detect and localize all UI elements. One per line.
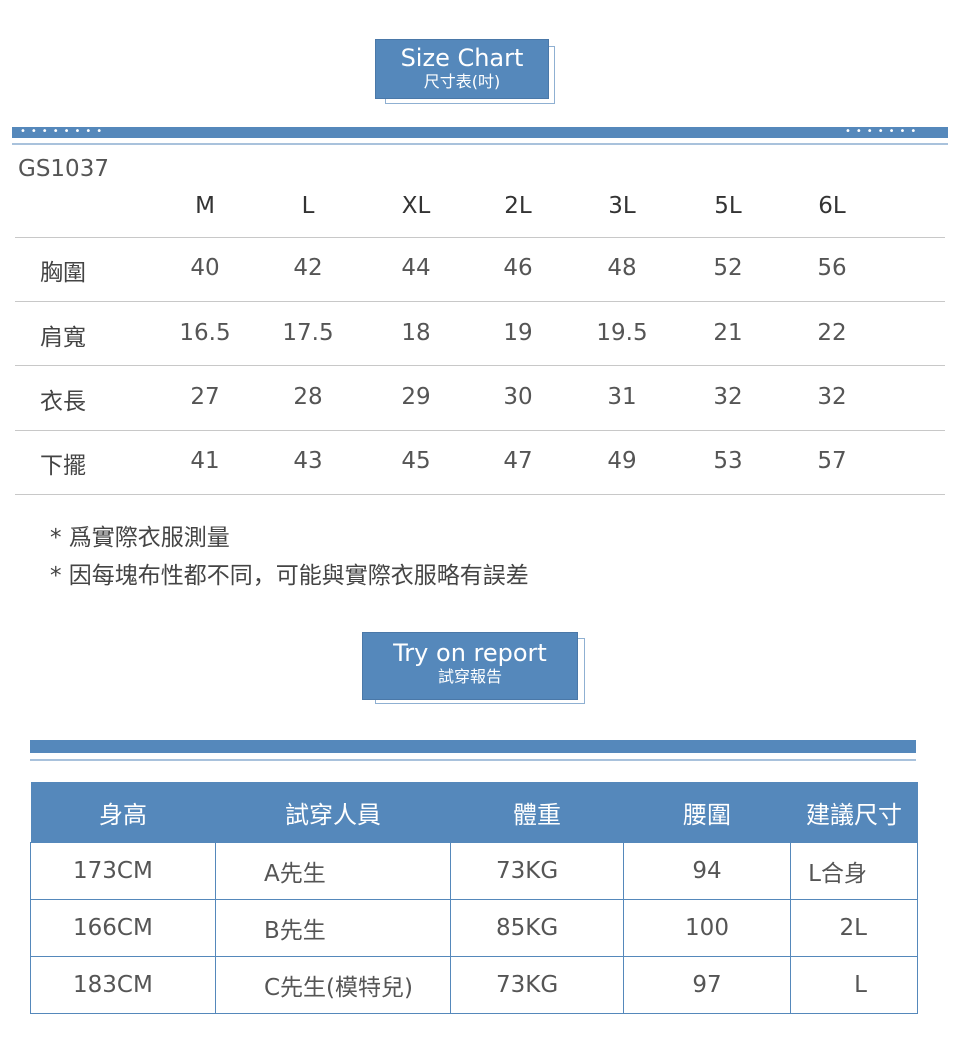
size-value: 28	[293, 384, 323, 410]
size-value: 19	[503, 320, 533, 346]
divider-line	[12, 143, 948, 145]
size-value: 48	[607, 255, 637, 281]
try-on-subtitle: 試穿報告	[437, 667, 502, 686]
size-value: 32	[713, 384, 743, 410]
row-divider	[15, 301, 945, 302]
header-waist: 腰圍	[623, 782, 791, 843]
table-cell: A先生	[215, 842, 451, 900]
divider-line	[30, 759, 916, 761]
table-cell: 2L	[790, 899, 918, 957]
table-cell: B先生	[215, 899, 451, 957]
header-height: 身高	[30, 782, 216, 843]
size-value: 18	[401, 320, 431, 346]
table-row: 183CM C先生(模特兒) 73KG 97 L	[30, 956, 918, 1014]
row-label: 肩寬	[40, 325, 86, 351]
size-header-XL: XL	[401, 193, 431, 219]
table-header-row: 身高 試穿人員 體重 腰圍 建議尺寸	[30, 782, 918, 843]
header-suggested-size: 建議尺寸	[790, 782, 918, 843]
size-value: 27	[190, 384, 220, 410]
size-value: 44	[401, 255, 431, 281]
size-value: 17.5	[282, 320, 334, 346]
size-value: 29	[401, 384, 431, 410]
size-header-2L: 2L	[504, 193, 532, 219]
table-cell: 100	[623, 899, 791, 957]
size-value: 31	[607, 384, 637, 410]
size-header-L: L	[301, 193, 315, 219]
size-chart-badge: Size Chart 尺寸表(吋)	[375, 39, 549, 99]
divider-bar	[30, 740, 916, 753]
size-header-M: M	[195, 193, 215, 219]
try-on-title: Try on report	[393, 639, 547, 667]
size-value: 41	[190, 448, 220, 474]
size-value: 16.5	[179, 320, 231, 346]
table-row: 166CM B先生 85KG 100 2L	[30, 899, 918, 957]
size-chart-subtitle: 尺寸表(吋)	[423, 72, 501, 91]
table-cell: 166CM	[30, 899, 216, 957]
size-header-6L: 6L	[818, 193, 846, 219]
size-value: 21	[713, 320, 743, 346]
row-divider	[15, 430, 945, 431]
table-cell: 173CM	[30, 842, 216, 900]
dots-right: •••••••	[845, 126, 922, 137]
size-header-3L: 3L	[608, 193, 636, 219]
size-chart-title: Size Chart	[400, 44, 524, 72]
table-cell: L	[790, 956, 918, 1014]
row-label: 衣長	[40, 389, 86, 415]
table-cell: 73KG	[450, 956, 624, 1014]
size-value: 57	[817, 448, 847, 474]
size-value: 56	[817, 255, 847, 281]
size-value: 43	[293, 448, 323, 474]
table-cell: 73KG	[450, 842, 624, 900]
table-row: 173CM A先生 73KG 94 L合身	[30, 842, 918, 900]
size-value: 19.5	[596, 320, 648, 346]
try-on-badge: Try on report 試穿報告	[362, 632, 578, 700]
size-value: 40	[190, 255, 220, 281]
model-code: GS1037	[18, 156, 109, 182]
row-label: 下擺	[40, 453, 86, 479]
header-weight: 體重	[450, 782, 624, 843]
size-header-5L: 5L	[714, 193, 742, 219]
size-value: 45	[401, 448, 431, 474]
size-value: 47	[503, 448, 533, 474]
dots-left: ••••••••	[20, 126, 108, 137]
table-cell: 94	[623, 842, 791, 900]
size-value: 53	[713, 448, 743, 474]
table-cell: 97	[623, 956, 791, 1014]
note-2: * 因每塊布性都不同，可能與實際衣服略有誤差	[50, 563, 529, 589]
table-cell: 85KG	[450, 899, 624, 957]
size-value: 22	[817, 320, 847, 346]
size-value: 52	[713, 255, 743, 281]
row-label: 胸圍	[40, 260, 86, 286]
size-value: 30	[503, 384, 533, 410]
try-on-table: 身高 試穿人員 體重 腰圍 建議尺寸 173CM A先生 73KG 94 L合身 166C…	[30, 782, 918, 1014]
row-divider	[15, 237, 945, 238]
size-value: 46	[503, 255, 533, 281]
table-cell: 183CM	[30, 956, 216, 1014]
divider-bar	[12, 127, 948, 138]
size-value: 49	[607, 448, 637, 474]
size-value: 42	[293, 255, 323, 281]
table-cell: C先生(模特兒)	[215, 956, 451, 1014]
note-1: * 爲實際衣服測量	[50, 525, 230, 551]
row-divider	[15, 365, 945, 366]
row-divider	[15, 494, 945, 495]
size-value: 32	[817, 384, 847, 410]
header-tester: 試穿人員	[215, 782, 451, 843]
table-cell: L合身	[790, 842, 918, 900]
